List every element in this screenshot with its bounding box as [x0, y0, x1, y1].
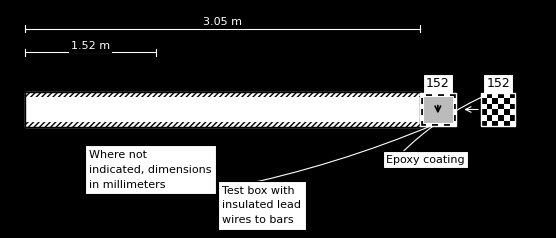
Bar: [486, 104, 493, 109]
Bar: [481, 104, 486, 109]
Bar: [444, 115, 450, 121]
Bar: [25, 92, 420, 127]
Bar: [510, 109, 515, 115]
Bar: [498, 121, 504, 126]
Bar: [504, 109, 510, 115]
Bar: [444, 121, 450, 126]
Bar: [420, 121, 426, 126]
Bar: [481, 115, 486, 121]
Text: 1.52 m: 1.52 m: [71, 41, 110, 51]
Bar: [420, 93, 456, 126]
Text: 152: 152: [486, 77, 510, 90]
Bar: [498, 115, 504, 121]
Bar: [426, 104, 432, 109]
Bar: [432, 98, 438, 104]
Bar: [481, 98, 486, 104]
Bar: [25, 92, 420, 127]
Bar: [504, 93, 510, 98]
Bar: [438, 98, 444, 104]
Bar: [510, 98, 515, 104]
Bar: [510, 93, 515, 98]
Bar: [450, 121, 456, 126]
Bar: [426, 115, 432, 121]
Bar: [420, 98, 426, 104]
Bar: [444, 93, 450, 98]
Bar: [438, 121, 444, 126]
Text: Epoxy coating: Epoxy coating: [386, 155, 465, 165]
Bar: [438, 104, 444, 109]
Bar: [438, 109, 444, 115]
Bar: [420, 93, 426, 98]
Bar: [420, 109, 426, 115]
Text: 152: 152: [426, 77, 450, 90]
Bar: [486, 93, 493, 98]
Bar: [450, 93, 456, 98]
Bar: [510, 115, 515, 121]
Bar: [432, 121, 438, 126]
Bar: [25, 122, 420, 127]
Bar: [432, 93, 438, 98]
Text: Test box with
insulated lead
wires to bars: Test box with insulated lead wires to ba…: [222, 186, 301, 225]
Bar: [486, 115, 493, 121]
Bar: [493, 104, 498, 109]
Bar: [504, 121, 510, 126]
Bar: [444, 109, 450, 115]
Bar: [426, 109, 432, 115]
Bar: [498, 93, 504, 98]
Bar: [493, 121, 498, 126]
Bar: [493, 109, 498, 115]
Bar: [510, 104, 515, 109]
Bar: [498, 109, 504, 115]
Bar: [450, 104, 456, 109]
Bar: [420, 115, 426, 121]
Bar: [438, 115, 444, 121]
Bar: [510, 121, 515, 126]
Bar: [493, 115, 498, 121]
Bar: [25, 92, 420, 97]
Bar: [486, 121, 493, 126]
Bar: [444, 104, 450, 109]
Bar: [423, 96, 453, 123]
Bar: [450, 109, 456, 115]
Bar: [426, 93, 432, 98]
Bar: [450, 98, 456, 104]
Bar: [438, 93, 444, 98]
Bar: [498, 98, 504, 104]
Bar: [432, 104, 438, 109]
Bar: [504, 104, 510, 109]
Bar: [481, 109, 486, 115]
Bar: [444, 98, 450, 104]
Bar: [504, 98, 510, 104]
Bar: [486, 109, 493, 115]
Bar: [25, 97, 420, 122]
Bar: [481, 121, 486, 126]
Bar: [493, 98, 498, 104]
Bar: [498, 104, 504, 109]
Text: 3.05 m: 3.05 m: [203, 17, 242, 27]
Bar: [493, 93, 498, 98]
Bar: [426, 121, 432, 126]
Bar: [450, 115, 456, 121]
Bar: [481, 93, 486, 98]
Bar: [481, 93, 515, 126]
Bar: [426, 98, 432, 104]
Bar: [504, 115, 510, 121]
Bar: [486, 98, 493, 104]
Bar: [432, 115, 438, 121]
Bar: [420, 104, 426, 109]
Text: Where not
indicated, dimensions
in millimeters: Where not indicated, dimensions in milli…: [89, 150, 211, 189]
Bar: [432, 109, 438, 115]
